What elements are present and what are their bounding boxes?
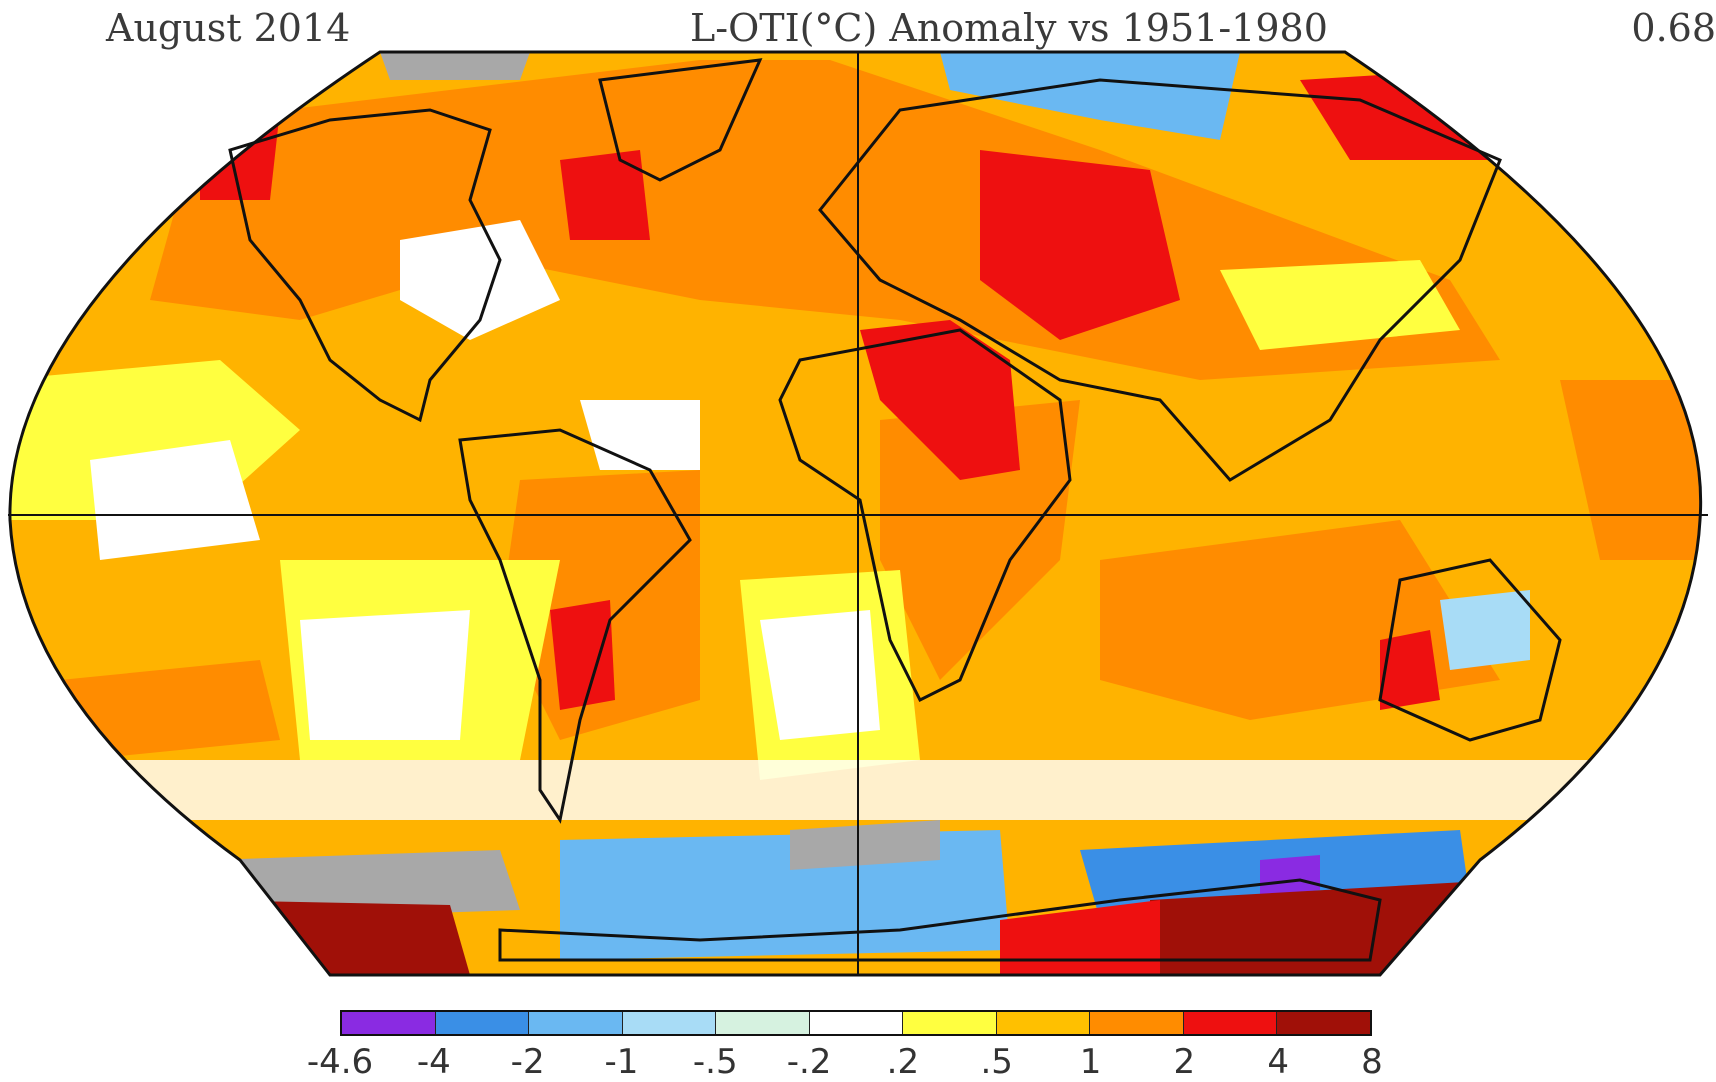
arctic-cool-region <box>940 52 1240 140</box>
north-america-outline <box>228 108 502 423</box>
antarctic-hot-region <box>1000 900 1160 975</box>
antarctic-extreme-region-west <box>200 900 470 975</box>
temperature-anomaly-map <box>8 50 1708 977</box>
period-label: August 2014 <box>106 6 351 50</box>
colorbar-tick: -.2 <box>786 1042 832 1082</box>
antarctic-coldest-spot <box>1260 855 1320 895</box>
colorbar-segment-8 <box>1090 1012 1184 1034</box>
tropical-atlantic-neutral-region <box>580 400 700 470</box>
coastlines <box>228 58 1562 962</box>
colorbar-segment-10 <box>1277 1012 1371 1034</box>
no-data-region-center <box>790 820 940 870</box>
north-pacific-yellow-region <box>1220 260 1460 350</box>
colorbar-tick: -4.6 <box>306 1042 374 1082</box>
colorbar-tick: 4 <box>1267 1042 1289 1082</box>
antarctic-cool-region-west <box>560 830 1010 960</box>
map-border <box>8 50 1703 977</box>
no-data-region-arctic <box>380 52 530 80</box>
africa-warm-region <box>880 400 1080 680</box>
south-america-hot-spot <box>550 600 615 710</box>
colorbar-segment-2 <box>529 1012 623 1034</box>
south-pacific-warm-region <box>60 660 280 760</box>
global-mean-value: 0.68 <box>1631 6 1716 50</box>
north-america-neutral-region <box>400 220 560 340</box>
map-title: L-OTI(°C) Anomaly vs 1951-1980 <box>690 6 1328 50</box>
colorbar-tick: .2 <box>886 1042 920 1082</box>
map-header: August 2014 L-OTI(°C) Anomaly vs 1951-19… <box>0 0 1716 60</box>
colorbar-tick: 1 <box>1079 1042 1102 1082</box>
north-africa-hot-spot <box>860 320 1020 480</box>
colorbar-segment-1 <box>435 1012 530 1034</box>
australia-hot-spot <box>1380 630 1440 710</box>
colorbar-segment-5 <box>809 1012 904 1034</box>
colorbar-tick-labels: -4.6 -4 -2 -1 -.5 -.2 .2 .5 1 2 4 8 <box>0 1042 1716 1082</box>
australia-cool-region <box>1440 590 1530 670</box>
colorbar-segment-9 <box>1183 1012 1278 1034</box>
south-atlantic-neutral-region <box>760 610 880 740</box>
greenland-hot-spot <box>560 150 650 240</box>
south-america-outline <box>458 428 692 824</box>
eurasia-outline <box>818 78 1502 482</box>
africa-outline <box>778 328 1072 703</box>
antarctica-outline <box>498 878 1382 962</box>
colorbar-tick: 2 <box>1173 1042 1196 1082</box>
colorbar-segment-0 <box>342 1012 436 1034</box>
greenland-outline <box>598 58 763 182</box>
colorbar-segment-3 <box>622 1012 717 1034</box>
colorbar-segment-6 <box>903 1012 997 1034</box>
colorbar-tick: -2 <box>510 1042 545 1082</box>
colorbar-tick: -.5 <box>692 1042 738 1082</box>
south-pacific-neutral-region <box>300 610 470 740</box>
east-pacific-neutral-region <box>90 440 260 560</box>
colorbar-segment-7 <box>996 1012 1091 1034</box>
australia-outline <box>1378 558 1562 742</box>
colorbar-tick: .5 <box>980 1042 1013 1082</box>
colorbar-tick: 8 <box>1361 1042 1383 1082</box>
colorbar-segment-4 <box>716 1012 810 1034</box>
colorbar-tick: -4 <box>416 1042 451 1082</box>
eurasia-hot-spot <box>980 150 1180 340</box>
anomaly-colorbar <box>340 1010 1372 1036</box>
colorbar-tick: -1 <box>604 1042 639 1082</box>
